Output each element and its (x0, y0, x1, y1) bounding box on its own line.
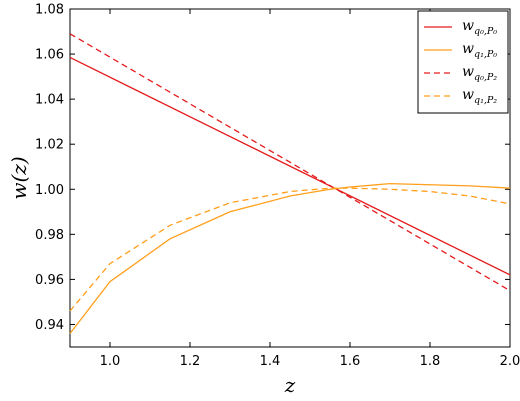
x-axis-label: z (284, 373, 296, 397)
x-tick-label: 1.4 (260, 354, 281, 369)
x-tick-label: 1.8 (420, 354, 441, 369)
y-axis-label: w(z) (7, 156, 31, 199)
series-line-1 (69, 56, 511, 276)
x-tick-label: 2.0 (500, 354, 520, 369)
x-tick-label: 1.2 (180, 354, 201, 369)
y-tick-label: 0.98 (35, 228, 64, 243)
y-tick-label: 0.94 (35, 318, 64, 333)
plot-area-frame (69, 8, 511, 348)
y-tick-label: 1.00 (35, 183, 64, 198)
series-line-2 (69, 182, 511, 334)
y-tick-label: 0.96 (35, 273, 64, 288)
series-layer (69, 33, 511, 334)
y-tick-label: 1.06 (35, 48, 64, 63)
y-tick-label: 1.02 (35, 138, 64, 153)
x-tick-label: 1.0 (100, 354, 121, 369)
axis-ticks: 1.0 1.2 1.4 1.6 1.8 2.0 0.94 0.96 0.98 1.00 1.02 1.… (35, 3, 520, 370)
y-tick-label: 1.08 (35, 3, 64, 18)
x-tick-label: 1.6 (340, 354, 361, 369)
legend-label-subscript: q₀,P₀ (474, 26, 497, 37)
legend-label-subscript: q₁,P₀ (474, 49, 497, 60)
legend-label-subscript: q₀,P₂ (474, 72, 497, 83)
y-tick-label: 1.04 (35, 93, 64, 108)
series-line-4 (69, 187, 511, 312)
legend-box (417, 10, 509, 114)
legend-label-subscript: q₁,P₂ (474, 95, 497, 106)
series-line-3 (69, 33, 511, 292)
